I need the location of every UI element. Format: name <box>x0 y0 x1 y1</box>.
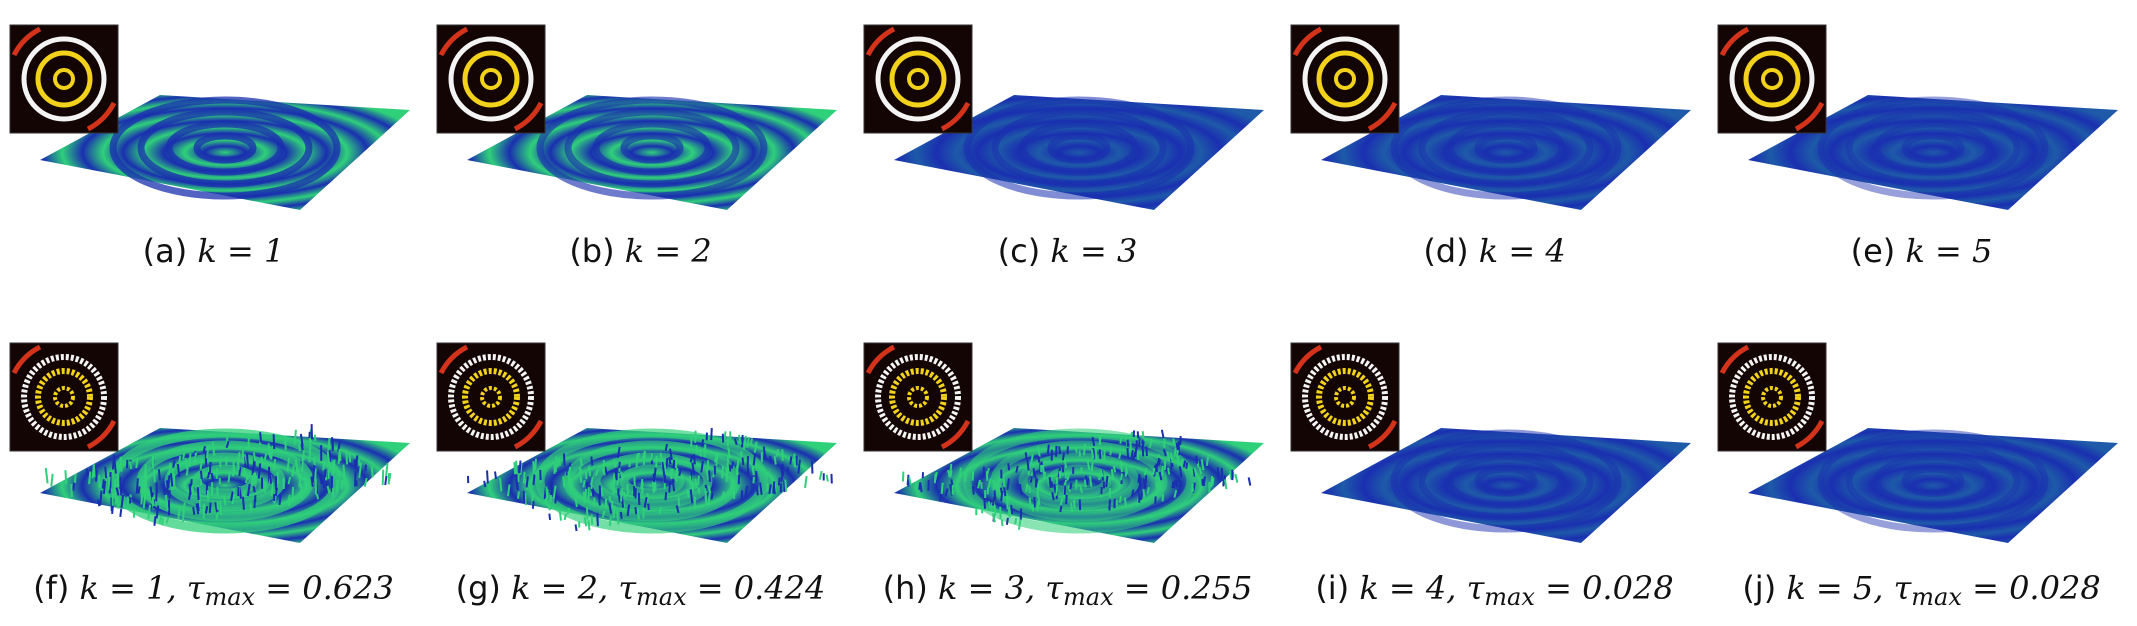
ripple-rings <box>1390 96 1622 200</box>
tau-symbol: τ <box>1045 569 1063 607</box>
caption: (e) k = 5 <box>1708 232 2135 270</box>
panel-g: (g) k = 2, τmax = 0.424 <box>427 313 854 626</box>
caption: (c) k = 3 <box>854 232 1281 270</box>
panel-label: (j) <box>1742 569 1777 607</box>
k-value: k = 1, <box>79 569 177 607</box>
panel-e: (e) k = 5 <box>1708 0 2135 313</box>
inset-thumbnail <box>1290 24 1400 134</box>
surface-plot <box>436 342 837 543</box>
surface-plot <box>863 342 1264 543</box>
panel-h: (h) k = 3, τmax = 0.255 <box>854 313 1281 626</box>
tau-value: = 0.424 <box>696 569 826 607</box>
caption: (i) k = 4, τmax = 0.028 <box>1281 569 1708 611</box>
surface-plot <box>1290 342 1691 543</box>
surface-plot <box>9 24 410 210</box>
surface <box>1748 428 2118 543</box>
tau-value: = 0.255 <box>1123 569 1253 607</box>
surface <box>1321 428 1691 543</box>
inset-thumbnail <box>9 24 119 134</box>
caption: (h) k = 3, τmax = 0.255 <box>854 569 1281 611</box>
inset-thumbnail <box>436 342 546 452</box>
ripple-rings <box>1817 96 2049 200</box>
inset-thumbnail <box>1717 342 1827 452</box>
inset-thumbnail <box>863 24 973 134</box>
tau-subscript: max <box>1911 583 1962 611</box>
tau-subscript: max <box>1063 583 1114 611</box>
ripple-rings <box>109 96 341 200</box>
panel-label: (e) <box>1850 232 1896 270</box>
noise-texture <box>901 429 1252 530</box>
ripple-rings <box>536 96 768 200</box>
panel-label: (g) <box>455 569 501 607</box>
k-value: k = 3 <box>1050 232 1138 270</box>
noise-texture <box>44 424 392 526</box>
panel-label: (a) <box>142 232 188 270</box>
panel-label: (f) <box>33 569 70 607</box>
surface-plot <box>1290 24 1691 210</box>
k-value: k = 5, <box>1786 569 1884 607</box>
tau-subscript: max <box>636 583 687 611</box>
caption: (d) k = 4 <box>1281 232 1708 270</box>
tau-symbol: τ <box>1466 569 1485 607</box>
k-value: k = 3, <box>938 569 1036 607</box>
tau-symbol: τ <box>618 569 637 607</box>
inset-thumbnail <box>436 24 546 134</box>
panel-f: (f) k = 1, τmax = 0.623 <box>0 313 427 626</box>
tau-symbol: τ <box>186 569 205 607</box>
panel-d: (d) k = 4 <box>1281 0 1708 313</box>
surface-plot <box>436 24 837 210</box>
k-value: k = 2 <box>624 232 712 270</box>
panel-j: (j) k = 5, τmax = 0.028 <box>1708 313 2135 626</box>
k-value: k = 4 <box>1478 232 1566 270</box>
tau-value: = 0.028 <box>1545 569 1674 607</box>
panel-c: (c) k = 3 <box>854 0 1281 313</box>
inset-thumbnail <box>863 342 973 452</box>
caption: (j) k = 5, τmax = 0.028 <box>1708 569 2135 611</box>
inset-thumbnail <box>1717 24 1827 134</box>
ripple-rings <box>1817 429 2049 533</box>
panel-label: (c) <box>997 232 1041 270</box>
tau-value: = 0.623 <box>265 569 394 607</box>
panel-label: (i) <box>1315 569 1350 607</box>
noise-texture <box>466 428 833 532</box>
tau-subscript: max <box>204 583 256 611</box>
tau-subscript: max <box>1484 583 1535 611</box>
surface-plot <box>863 24 1264 210</box>
k-value: k = 4, <box>1359 569 1457 607</box>
inset-thumbnail <box>1290 342 1400 452</box>
surface-plot <box>1717 342 2118 543</box>
caption: (f) k = 1, τmax = 0.623 <box>0 569 427 611</box>
caption: (g) k = 2, τmax = 0.424 <box>427 569 854 611</box>
panel-label: (d) <box>1423 232 1469 270</box>
surface-plot <box>1717 24 2118 210</box>
surface <box>1748 95 2118 210</box>
panel-b: (b) k = 2 <box>427 0 854 313</box>
panel-label: (h) <box>882 569 928 607</box>
ripple-rings <box>1390 429 1622 533</box>
panel-label: (b) <box>569 232 615 270</box>
surface-plot <box>9 342 410 543</box>
surface <box>1321 95 1691 210</box>
inset-thumbnail <box>9 342 119 452</box>
caption: (a) k = 1 <box>0 232 427 270</box>
k-value: k = 5 <box>1905 232 1993 270</box>
panel-i: (i) k = 4, τmax = 0.028 <box>1281 313 1708 626</box>
caption: (b) k = 2 <box>427 232 854 270</box>
ripple-rings <box>963 96 1195 200</box>
k-value: k = 2, <box>511 569 609 607</box>
panel-a: (a) k = 1 <box>0 0 427 313</box>
k-value: k = 1 <box>197 232 285 270</box>
tau-symbol: τ <box>1893 569 1912 607</box>
tau-value: = 0.028 <box>1972 569 2101 607</box>
